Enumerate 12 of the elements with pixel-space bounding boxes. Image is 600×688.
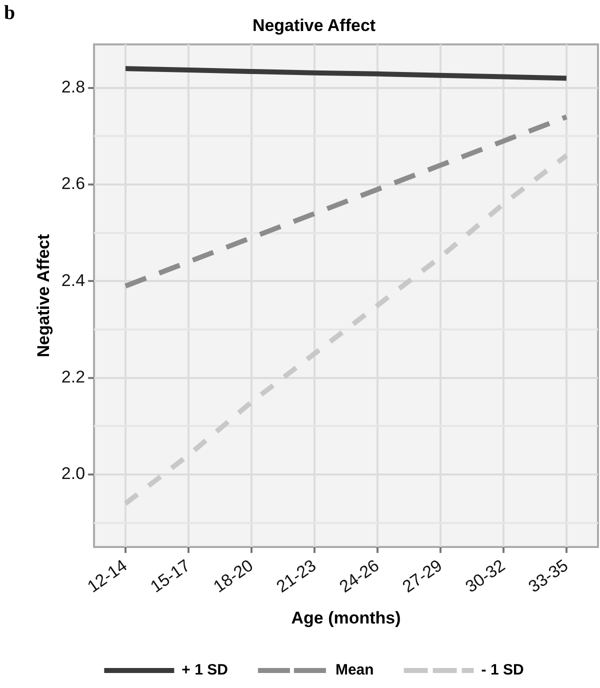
y-axis-title: Negative Affect xyxy=(34,234,53,358)
text: b xyxy=(4,2,16,25)
y-tick-label: 2.6 xyxy=(61,174,86,194)
x-axis-title: Age (months) xyxy=(291,608,401,628)
y-tick-label: 2.8 xyxy=(61,78,86,97)
y-tick-label: 2.0 xyxy=(61,464,86,484)
legend-label: + 1 SD xyxy=(182,662,228,679)
legend-label: - 1 SD xyxy=(481,662,524,679)
legend-label: Mean xyxy=(335,662,374,679)
y-tick-label: 2.2 xyxy=(61,368,86,387)
chart-title: Negative Affect xyxy=(252,16,376,35)
y-tick-label: 2.4 xyxy=(61,270,86,290)
